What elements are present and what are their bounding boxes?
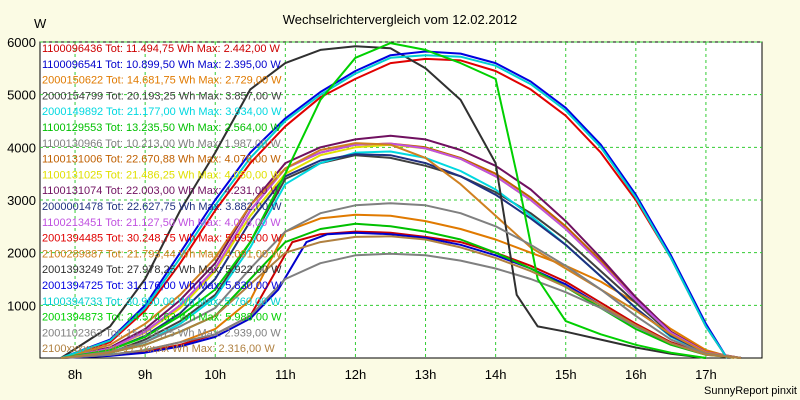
legend-entry: 2000149892 Tot: 21.177,00 Wh Max: 3.934,…: [42, 106, 282, 118]
legend-entry: 1100213451 Tot: 21.127,50 Wh Max: 4.078,…: [42, 217, 281, 229]
x-tick-label: 13h: [415, 367, 437, 382]
x-tick-label: 15h: [555, 367, 577, 382]
legend: 1100096436 Tot: 11.494,75 Wh Max: 2.442,…: [42, 43, 282, 355]
legend-entry: 2001393249 Tot: 27.978,25 Wh Max: 5.922,…: [42, 264, 282, 276]
x-tick-label: 17h: [695, 367, 717, 382]
y-tick-label: 2000: [7, 246, 36, 261]
y-tick-label: 3000: [7, 193, 36, 208]
series-line-4: [60, 154, 742, 359]
x-tick-label: 8h: [68, 367, 82, 382]
series-line-7: [60, 252, 742, 359]
legend-entry: 2001394873 Tot: 24.574,63 Wh Max: 5.988,…: [42, 312, 282, 324]
y-tick-label: 4000: [7, 140, 36, 155]
series-line-19: [60, 202, 742, 359]
legend-entry: 1100394733 Tot: 30.950,00 Wh Max: 5.760,…: [42, 296, 281, 308]
y-tick-label: 6000: [7, 35, 36, 50]
legend-entry: 2001102363 Tot: 15.014,75 Wh Max: 2.939,…: [42, 327, 281, 339]
series-line-16: [60, 50, 728, 359]
legend-entry: 2000150622 Tot: 14.681,75 Wh Max: 2.729,…: [42, 75, 282, 87]
x-tick-label: 16h: [625, 367, 647, 382]
x-tick-label: 11h: [275, 367, 296, 382]
x-axis-ticks: 8h 9h 10h 11h 12h 13h 14h 15h 16h 17h: [68, 367, 717, 382]
legend-entry: 2100xxxxxx Tot: 17.xxx,xx Wh Max: 2.316,…: [42, 343, 275, 355]
series-line-13: [60, 57, 728, 359]
legend-entry: 1100130966 Tot: 10.213,00 Wh Max: 1.987,…: [42, 138, 281, 150]
series-line-12: [60, 142, 742, 359]
legend-entry: 1100131025 Tot: 21.486,25 Wh Max: 4.050,…: [42, 169, 281, 181]
legend-entry: 1100131006 Tot: 22.670,88 Wh Max: 4.076,…: [42, 154, 281, 166]
x-tick-label: 9h: [138, 367, 152, 382]
legend-entry: 2100289887 Tot: 21.793,44 Wh Max: 4.091,…: [42, 248, 282, 260]
series-line-10: [60, 134, 742, 359]
legend-entry: 1100131074 Tot: 22.003,00 Wh Max: 4.231,…: [42, 185, 281, 197]
series-line-1: [60, 230, 742, 359]
series-line-15: [60, 45, 707, 359]
x-tick-label: 10h: [204, 367, 226, 382]
y-tick-label: 5000: [7, 88, 36, 103]
chart-title: Wechselrichtervergleich vom 12.02.2012: [283, 12, 518, 27]
series-line-14: [60, 142, 742, 359]
legend-entry: 2001394725 Tot: 31.176,00 Wh Max: 5.830,…: [42, 280, 282, 292]
x-tick-label: 14h: [485, 367, 507, 382]
series-group: [60, 42, 742, 359]
legend-entry: 2000001478 Tot: 22.627,75 Wh Max: 3.882,…: [42, 201, 282, 213]
y-axis-ticks: 1000 2000 3000 4000 5000 6000: [7, 35, 36, 313]
y-axis-label: W: [34, 16, 47, 31]
y-tick-label: 1000: [7, 298, 36, 313]
legend-entry: 2001394485 Tot: 30.248,75 Wh Max: 5.695,…: [42, 233, 282, 245]
footer-credit: SunnyReport pinxit: [704, 385, 797, 397]
legend-entry: 1100129553 Tot: 13.235,50 Wh Max: 2.564,…: [42, 122, 281, 134]
legend-entry: 2000154799 Tot: 20.193,25 Wh Max: 3.857,…: [42, 90, 282, 102]
legend-entry: 1100096541 Tot: 10.899,50 Wh Max: 2.395,…: [42, 59, 281, 71]
series-line-18: [60, 42, 707, 359]
series-line-11: [60, 153, 742, 359]
x-tick-label: 12h: [345, 367, 367, 382]
legend-entry: 1100096436 Tot: 11.494,75 Wh Max: 2.442,…: [42, 43, 281, 55]
series-line-17: [60, 54, 728, 359]
series-line-20: [60, 235, 742, 359]
